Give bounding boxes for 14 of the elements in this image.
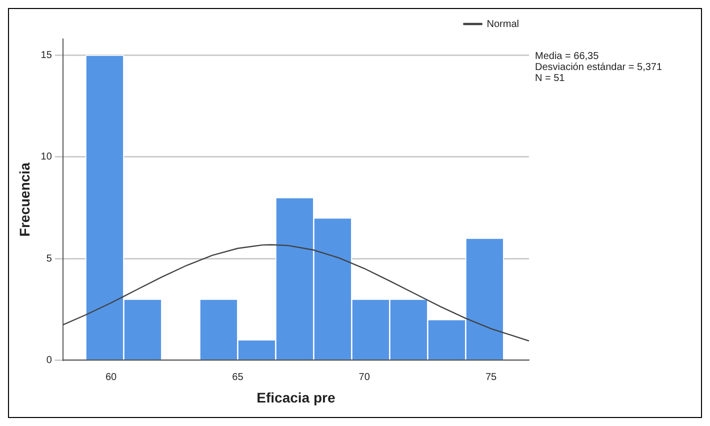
y-axis-title: Frecuencia — [16, 162, 32, 237]
y-tick-label: 5 — [46, 253, 52, 264]
x-tick-label: 75 — [485, 372, 498, 383]
text: Media = 66,35 — [535, 50, 600, 62]
x-axis-title: Eficacia pre — [256, 389, 336, 406]
text: Desviación estándar = 5,371 — [535, 62, 662, 73]
x-tick-label: 70 — [358, 372, 370, 383]
y-tick-label: 10 — [40, 152, 52, 163]
y-tick-label: 0 — [46, 354, 52, 366]
y-tick-label: 15 — [40, 50, 52, 62]
text: N = 51 — [535, 72, 566, 84]
x-tick-label: 60 — [105, 372, 118, 383]
x-tick-label: 65 — [232, 372, 244, 383]
legend-label: Normal — [486, 18, 520, 30]
